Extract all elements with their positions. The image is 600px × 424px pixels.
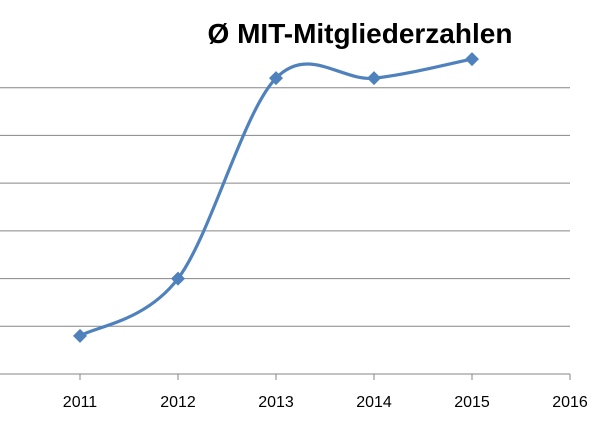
x-tick-label: 2011 (63, 394, 98, 411)
data-point-marker (171, 271, 185, 286)
data-point-marker (465, 52, 479, 67)
x-tick-label: 2012 (160, 394, 196, 411)
x-tick-label: 2015 (454, 394, 490, 411)
chart-title: Ø MIT-Mitgliederzahlen (207, 18, 513, 49)
series-line (79, 57, 473, 338)
data-point-marker (73, 328, 87, 343)
x-tick-label: 2014 (356, 394, 392, 411)
x-tick-label: 2016 (552, 394, 588, 411)
data-point-marker (367, 71, 381, 86)
data-point-marker (269, 71, 283, 86)
x-tick-label: 2013 (258, 394, 294, 411)
